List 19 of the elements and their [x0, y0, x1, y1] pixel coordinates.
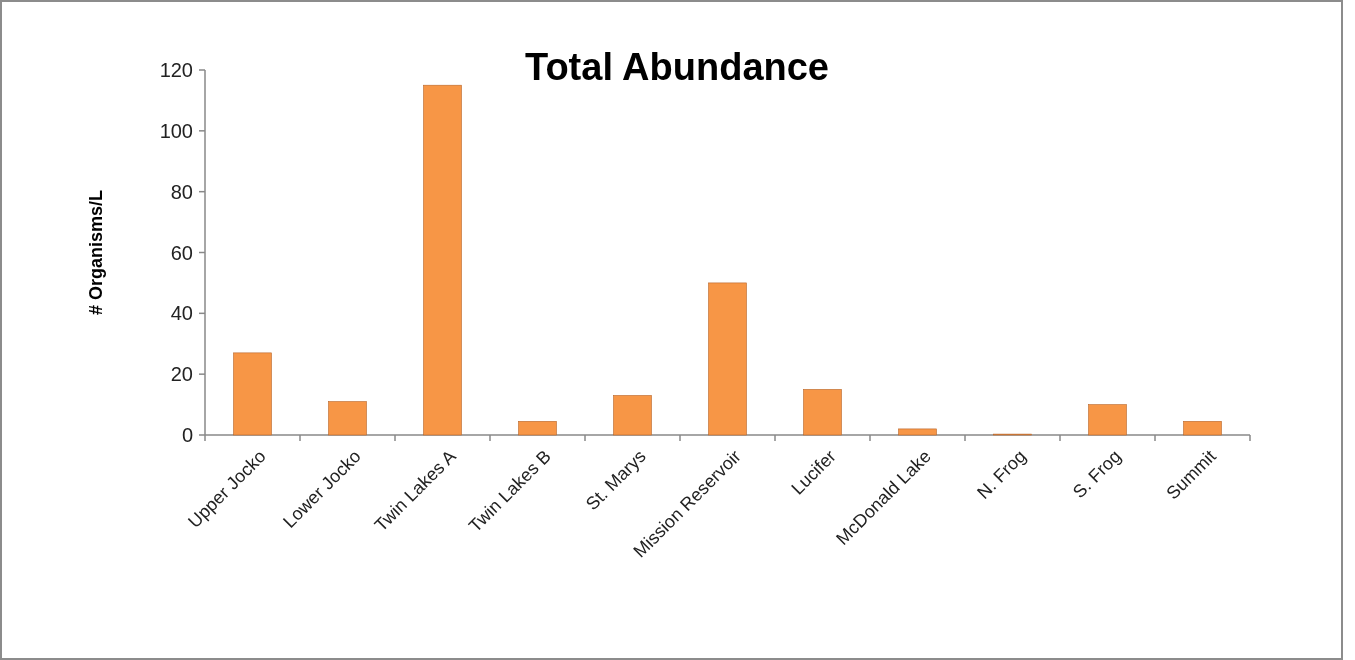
- y-tick-label: 40: [170, 302, 193, 325]
- y-tick-label: 100: [159, 119, 193, 142]
- bar: [518, 421, 557, 436]
- bar: [708, 282, 747, 436]
- y-tick-label: 60: [170, 241, 193, 264]
- bar: [233, 352, 272, 436]
- bar: [898, 428, 937, 436]
- chart-title: Total Abundance: [525, 46, 829, 88]
- bar: [803, 389, 842, 436]
- bar: [423, 84, 462, 436]
- bar: [328, 401, 367, 436]
- y-tick-label: 120: [159, 59, 193, 81]
- y-tick-label: 80: [170, 180, 193, 203]
- bar: [1088, 404, 1127, 436]
- y-tick-label: 20: [170, 363, 193, 386]
- bar: [613, 395, 652, 436]
- y-tick-label: 0: [181, 424, 193, 446]
- bar: [1183, 421, 1222, 436]
- y-axis-title: # Organisms/L: [86, 189, 106, 316]
